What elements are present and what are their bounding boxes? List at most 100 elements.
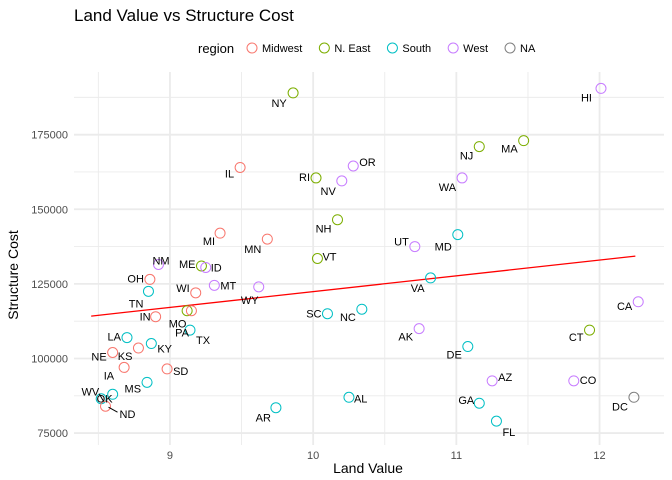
point-mn (261, 233, 273, 245)
point-label-ak: AK (398, 332, 413, 344)
point-wy (253, 281, 265, 293)
point-label-va: VA (411, 283, 426, 295)
point-label-nd: ND (120, 409, 136, 421)
grid (74, 72, 664, 445)
point-label-ia: IA (104, 370, 115, 382)
trend-line-group (91, 255, 636, 317)
x-tick-label: 9 (167, 450, 173, 462)
point-sd (161, 363, 173, 375)
point-label-mo: MO (169, 319, 187, 331)
x-tick-label: 11 (451, 450, 462, 462)
point-or (347, 160, 359, 172)
point-wi (190, 287, 202, 299)
point-label-ar: AR (256, 413, 271, 425)
y-axis-title: Structure Cost (5, 230, 21, 320)
point-label-nh: NH (316, 224, 332, 236)
point-dc (628, 391, 640, 403)
legend-key-na (504, 42, 516, 54)
point-label-ms: MS (125, 383, 142, 395)
point-label-nc: NC (340, 312, 356, 324)
y-tick-label: 150000 (31, 204, 68, 216)
point-ky (145, 338, 157, 350)
legend: region Midwest N. East South West NA (198, 41, 536, 56)
legend-key-west (447, 42, 459, 54)
point-label-de: DE (447, 350, 462, 362)
legend-key-midwest (246, 42, 258, 54)
point-label-ne: NE (91, 351, 106, 363)
point-label-mt: MT (220, 280, 236, 292)
point-label-ok: OK (97, 393, 114, 405)
point-ks (132, 342, 144, 354)
point-al (343, 391, 355, 403)
point-ak (413, 323, 425, 335)
point-label-ga: GA (458, 395, 475, 407)
point-label-tx: TX (196, 335, 211, 347)
point-label-il: IL (225, 168, 234, 180)
point-pa (181, 305, 193, 317)
point-label-mi: MI (203, 236, 215, 248)
point-label-id: ID (211, 262, 222, 274)
point-nh (331, 214, 343, 226)
x-tick-label: 12 (593, 450, 605, 462)
point-label-al: AL (354, 393, 367, 405)
point-va (425, 272, 437, 284)
point-label-nj: NJ (460, 151, 473, 163)
legend-label: South (402, 43, 431, 55)
point-hi (595, 82, 607, 94)
y-tick-label: 100000 (31, 353, 68, 365)
point-tx (184, 324, 196, 336)
point-ny (287, 87, 299, 99)
point-de (462, 341, 474, 353)
point-label-ca: CA (617, 301, 633, 313)
point-label-vt: VT (322, 252, 336, 264)
point-label-nv: NV (321, 186, 337, 198)
point-label-sd: SD (173, 366, 188, 378)
legend-key-south (386, 42, 398, 54)
point-label-fl: FL (502, 427, 515, 439)
point-label-sc: SC (306, 309, 321, 321)
point-ut (409, 241, 421, 253)
point-in (150, 311, 162, 323)
point-label-wv: WV (81, 387, 99, 399)
label-connector-wv (98, 393, 104, 401)
point-nc (356, 303, 368, 315)
point-label-wy: WY (241, 295, 259, 307)
y-tick-label: 75000 (37, 428, 68, 440)
point-ct (584, 324, 596, 336)
point-label-ma: MA (501, 144, 518, 156)
point-labels: NY HI MA NJ IL OR RI NV WA NH MI MN UT MD VT NM ME ID OH MT… (81, 92, 632, 439)
point-mo (185, 305, 197, 317)
point-label-in: IN (140, 312, 151, 324)
point-nm (152, 258, 164, 270)
point-ma (518, 135, 530, 147)
point-label-me: ME (179, 259, 196, 271)
y-tick-label: 175000 (31, 130, 68, 142)
point-ok (107, 388, 119, 400)
trend-line (91, 255, 636, 317)
point-ri (310, 172, 322, 184)
legend-label: NA (520, 43, 536, 55)
point-label-la: LA (108, 332, 122, 344)
point-ga (473, 397, 485, 409)
point-wa (456, 172, 468, 184)
point-label-dc: DC (612, 401, 628, 413)
point-label-pa: PA (175, 328, 190, 340)
x-tick-label: 10 (307, 450, 319, 462)
point-il (234, 161, 246, 173)
point-fl (490, 415, 502, 427)
point-label-ky: KY (157, 344, 172, 356)
point-label-nm: NM (152, 255, 169, 267)
point-me (195, 260, 207, 272)
point-nv (336, 175, 348, 187)
point-co (568, 375, 580, 387)
point-az (486, 375, 498, 387)
point-label-or: OR (359, 157, 376, 169)
point-label-ct: CT (569, 332, 584, 344)
point-nj (473, 141, 485, 153)
point-ne (107, 346, 119, 358)
point-label-ny: NY (271, 98, 287, 110)
point-label-az: AZ (498, 372, 512, 384)
point-label-ut: UT (394, 237, 409, 249)
point-label-mn: MN (244, 244, 261, 256)
